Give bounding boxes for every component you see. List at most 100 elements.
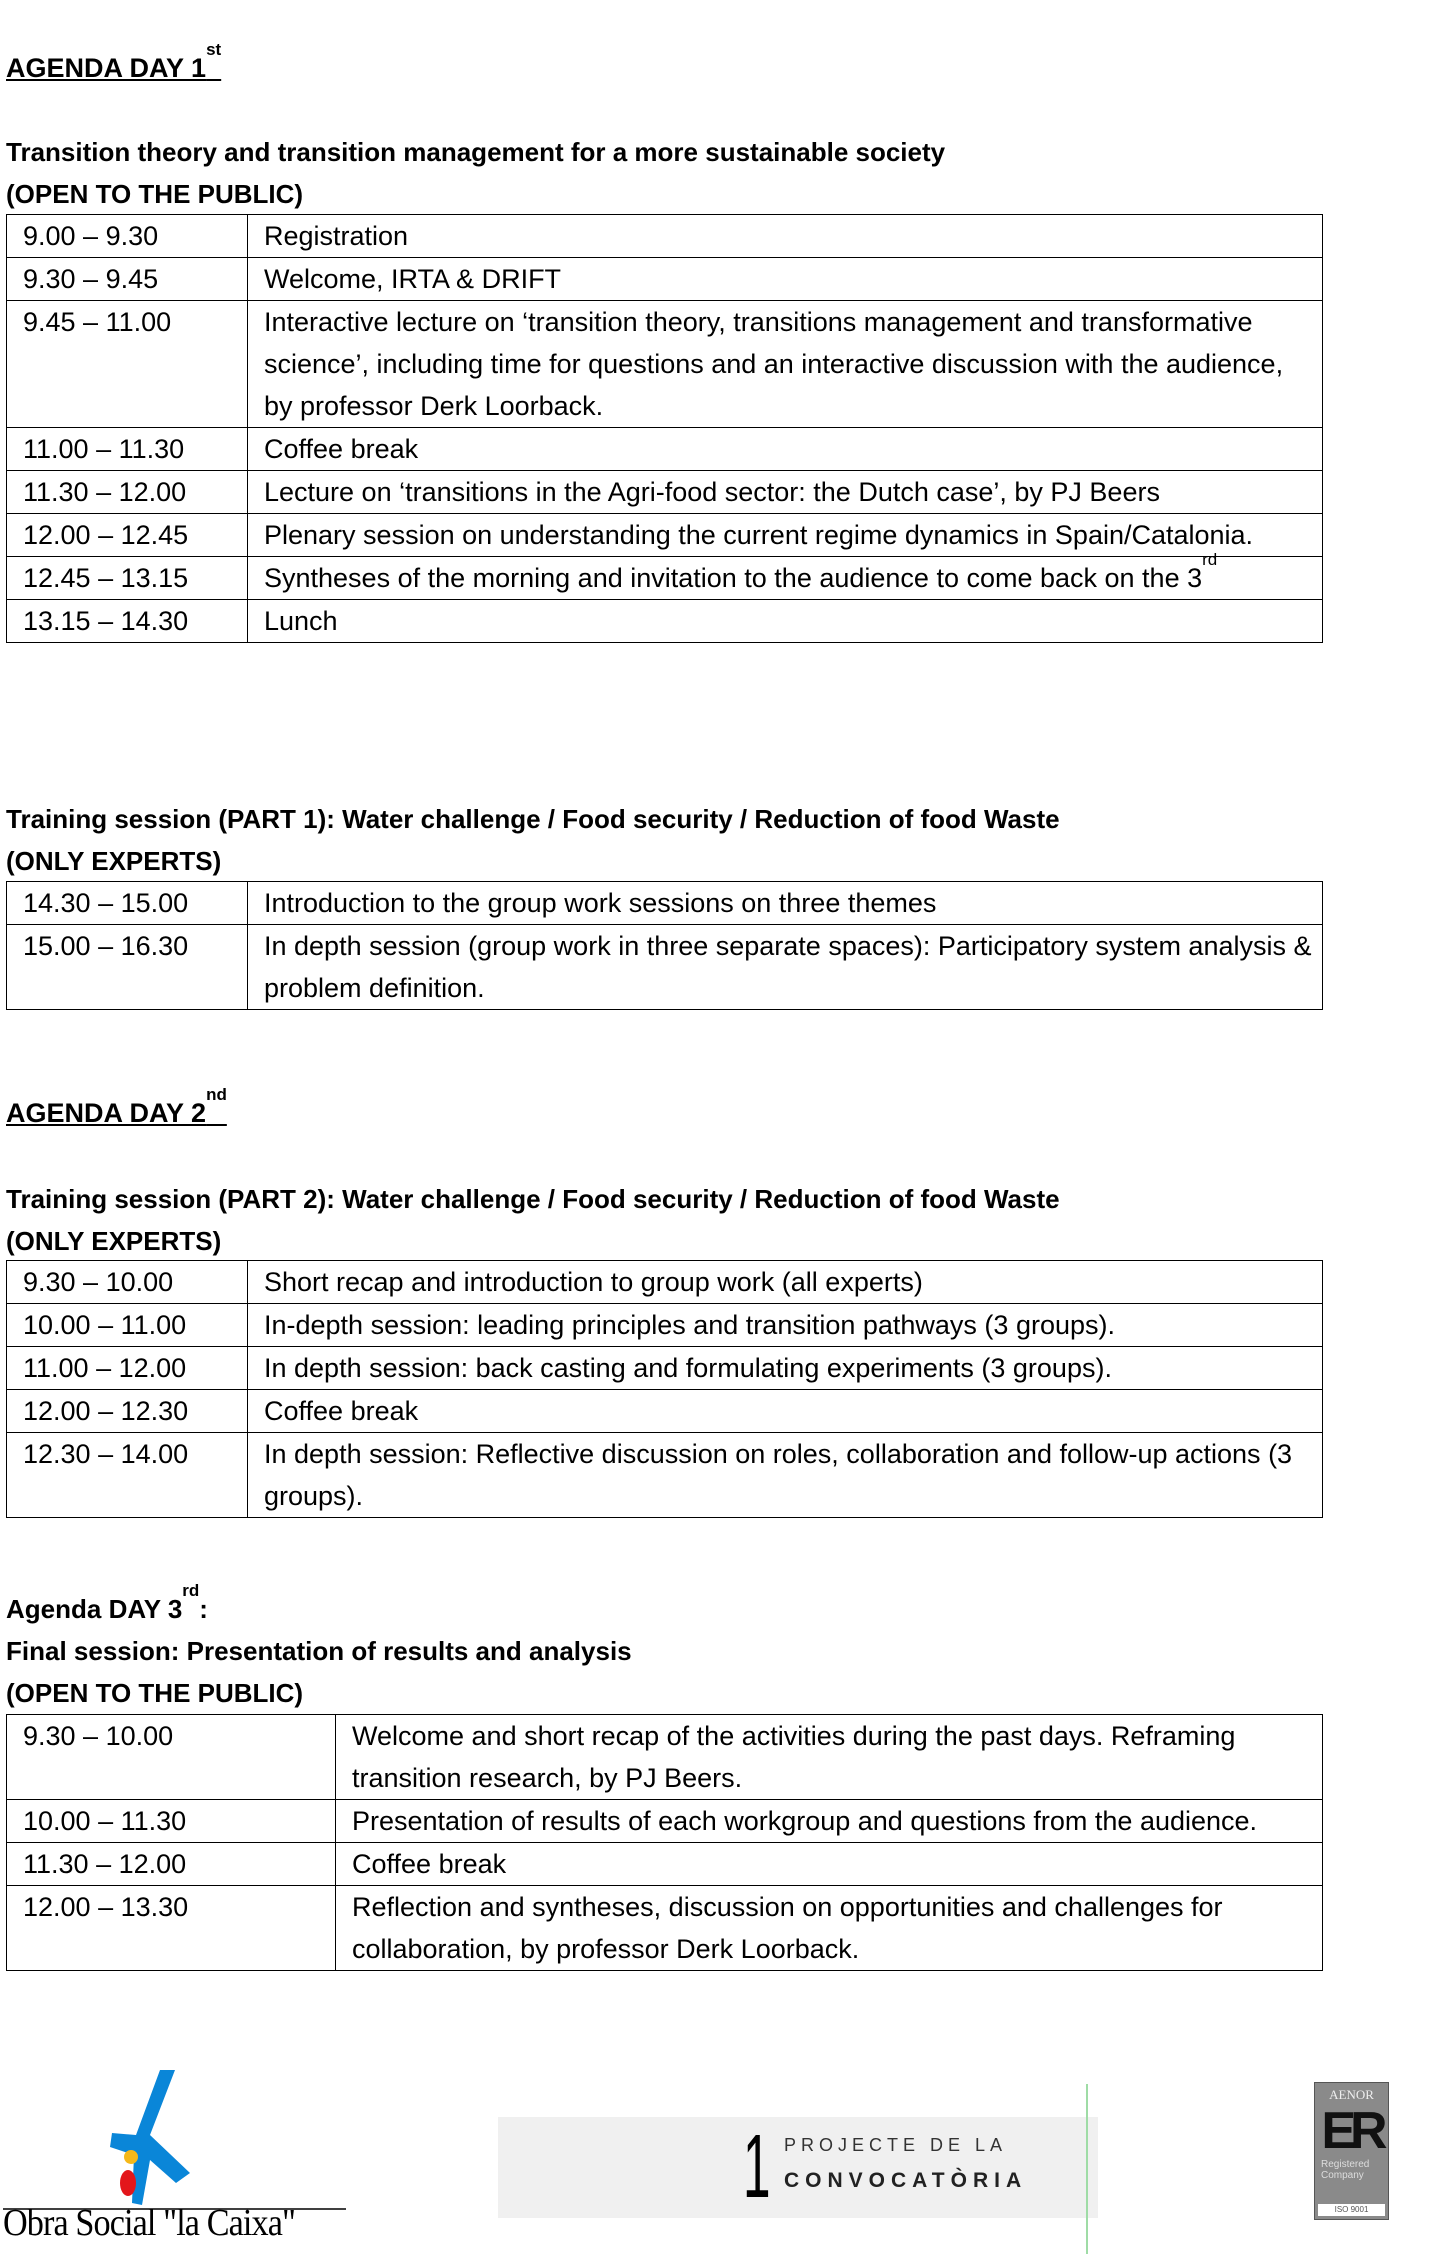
agenda-text: In-depth session: leading principles and… — [264, 1310, 1115, 1340]
agenda-text: In depth session: back casting and formu… — [264, 1353, 1112, 1383]
agenda-row: 13.15 – 14.30 Lunch — [6, 599, 1323, 643]
day3-title: Agenda DAY 3rd: — [6, 1582, 632, 1630]
agenda-time: 9.30 – 10.00 — [6, 1260, 248, 1304]
agenda-description: Lunch — [247, 599, 1323, 643]
day2-table: 9.30 – 10.00 Short recap and introduction… — [6, 1260, 1323, 1518]
agenda-description: In depth session (group work in three se… — [247, 924, 1323, 1010]
section-heading: Training session (PART 2): Water challen… — [6, 1184, 1060, 1214]
agenda-description: Introduction to the group work sessions … — [247, 881, 1323, 925]
agenda-row: 9.45 – 11.00 Interactive lecture on ‘tran… — [6, 300, 1323, 428]
agenda-time: 9.30 – 9.45 — [6, 257, 248, 301]
agenda-time: 12.00 – 12.30 — [6, 1389, 248, 1433]
agenda-text: Short recap and introduction to group wo… — [264, 1267, 923, 1297]
day1-title-sup: st — [206, 40, 222, 59]
agenda-text: Registration — [264, 221, 409, 251]
agenda-description: Short recap and introduction to group wo… — [247, 1260, 1323, 1304]
section-audience: (ONLY EXPERTS) — [6, 846, 222, 876]
agenda-row: 11.00 – 12.00 In depth session: back cast… — [6, 1346, 1323, 1390]
agenda-text: Lunch — [264, 606, 338, 636]
day1-title: AGENDA DAY 1st — [6, 41, 221, 89]
day3-heading: Agenda DAY 3rd: Final session: Presentat… — [6, 1582, 632, 1714]
agenda-description: Reflection and syntheses, discussion on … — [335, 1885, 1323, 1971]
section-audience: (OPEN TO THE PUBLIC) — [6, 179, 304, 209]
agenda-text: Welcome and short recap of the activitie… — [352, 1721, 1236, 1793]
aenor-line2: Company — [1321, 2170, 1364, 2181]
agenda-row: 9.30 – 9.45 Welcome, IRTA & DRIFT — [6, 257, 1323, 301]
day2-title-sup: nd — [206, 1085, 227, 1104]
aenor-brand: AENOR — [1329, 2087, 1374, 2102]
agenda-description: Coffee break — [247, 1389, 1323, 1433]
projecte-line2: CONVOCATÒRIA — [784, 2169, 1028, 2192]
aenor-cert: ISO 9001 — [1318, 2204, 1385, 2216]
agenda-time: 9.45 – 11.00 — [6, 300, 248, 428]
agenda-description: Welcome and short recap of the activitie… — [335, 1714, 1323, 1800]
agenda-description: Plenary session on understanding the cur… — [247, 513, 1323, 557]
agenda-text: Introduction to the group work sessions … — [264, 888, 937, 918]
agenda-text: Coffee break — [264, 434, 419, 464]
agenda-row: 12.30 – 14.00 In depth session: Reflectiv… — [6, 1432, 1323, 1518]
agenda-time: 13.15 – 14.30 — [6, 599, 248, 643]
agenda-row: 15.00 – 16.30 In depth session (group wor… — [6, 924, 1323, 1010]
day1-section2-heading: Training session (PART 1): Water challen… — [6, 798, 1060, 882]
agenda-text: In depth session: Reflective discussion … — [264, 1439, 1293, 1511]
agenda-row: 9.00 – 9.30 Registration — [6, 214, 1323, 258]
agenda-row: 14.30 – 15.00 Introduction to the group w… — [6, 881, 1323, 925]
agenda-description: Interactive lecture on ‘transition theor… — [247, 300, 1323, 428]
agenda-description: In depth session: back casting and formu… — [247, 1346, 1323, 1390]
green-divider — [1086, 2084, 1088, 2254]
obra-social-la-caixa-logo: Obra Social "la Caixa" — [0, 2065, 350, 2244]
agenda-row: 11.30 – 12.00 Lecture on ‘transitions in … — [6, 470, 1323, 514]
aenor-logo: AENOR ER Registered Company ISO 9001 — [1314, 2082, 1389, 2220]
agenda-time: 12.00 – 12.45 — [6, 513, 248, 557]
projecte-line1: PROJECTE DE LA — [784, 2135, 1008, 2155]
agenda-time: 12.00 – 13.30 — [6, 1885, 336, 1971]
agenda-time: 11.30 – 12.00 — [6, 470, 248, 514]
aenor-mark: ER — [1321, 2102, 1387, 2160]
agenda-time: 10.00 – 11.30 — [6, 1799, 336, 1843]
agenda-text: Coffee break — [352, 1849, 507, 1879]
agenda-text-sup: rd — [1202, 550, 1218, 569]
agenda-description: Registration — [247, 214, 1323, 258]
projecte-number: 1 — [743, 2117, 771, 2217]
agenda-text: Plenary session on understanding the cur… — [264, 520, 1254, 550]
day2-title: AGENDA DAY 2nd — [6, 1086, 227, 1134]
agenda-description: Presentation of results of each workgrou… — [335, 1799, 1323, 1843]
agenda-time: 14.30 – 15.00 — [6, 881, 248, 925]
agenda-text: Interactive lecture on ‘transition theor… — [264, 307, 1284, 421]
agenda-text: Syntheses of the morning and invitation … — [264, 563, 1203, 593]
day1-section1-heading: Transition theory and transition managem… — [6, 131, 945, 215]
agenda-row: 9.30 – 10.00 Welcome and short recap of t… — [6, 1714, 1323, 1800]
projecte-convocatoria-logo: 1 PROJECTE DE LA CONVOCATÒRIA — [498, 2117, 1098, 2218]
agenda-text: Lecture on ‘transitions in the Agri-food… — [264, 477, 1160, 507]
day3-title-suffix: : — [199, 1594, 208, 1624]
agenda-time: 12.45 – 13.15 — [6, 556, 248, 600]
caixa-text: Obra Social "la Caixa" — [3, 2202, 296, 2244]
agenda-text: Coffee break — [264, 1396, 419, 1426]
section-audience: (OPEN TO THE PUBLIC) — [6, 1678, 304, 1708]
agenda-time: 15.00 – 16.30 — [6, 924, 248, 1010]
agenda-description: In-depth session: leading principles and… — [247, 1303, 1323, 1347]
agenda-time: 12.30 – 14.00 — [6, 1432, 248, 1518]
agenda-row: 10.00 – 11.30 Presentation of results of … — [6, 1799, 1323, 1843]
agenda-time: 11.00 – 12.00 — [6, 1346, 248, 1390]
agenda-row: 9.30 – 10.00 Short recap and introduction… — [6, 1260, 1323, 1304]
section-heading: Final session: Presentation of results a… — [6, 1636, 632, 1666]
day3-title-text: Agenda DAY 3 — [6, 1594, 183, 1624]
agenda-row: 10.00 – 11.00 In-depth session: leading p… — [6, 1303, 1323, 1347]
day3-title-sup: rd — [182, 1581, 200, 1600]
agenda-row: 12.00 – 13.30 Reflection and syntheses, d… — [6, 1885, 1323, 1971]
agenda-time: 11.00 – 11.30 — [6, 427, 248, 471]
agenda-text: Welcome, IRTA & DRIFT — [264, 264, 562, 294]
agenda-time: 9.30 – 10.00 — [6, 1714, 336, 1800]
section-heading: Transition theory and transition managem… — [6, 137, 946, 167]
agenda-row: 11.00 – 11.30 Coffee break — [6, 427, 1323, 471]
agenda-description: Coffee break — [335, 1842, 1323, 1886]
agenda-description: Lecture on ‘transitions in the Agri-food… — [247, 470, 1323, 514]
agenda-description: In depth session: Reflective discussion … — [247, 1432, 1323, 1518]
section-audience: (ONLY EXPERTS) — [6, 1226, 222, 1256]
agenda-text: Reflection and syntheses, discussion on … — [352, 1892, 1223, 1964]
agenda-row: 12.45 – 13.15 Syntheses of the morning an… — [6, 551, 1323, 600]
day3-table: 9.30 – 10.00 Welcome and short recap of t… — [6, 1714, 1323, 1971]
agenda-time: 9.00 – 9.30 — [6, 214, 248, 258]
agenda-row: 12.00 – 12.30 Coffee break — [6, 1389, 1323, 1433]
